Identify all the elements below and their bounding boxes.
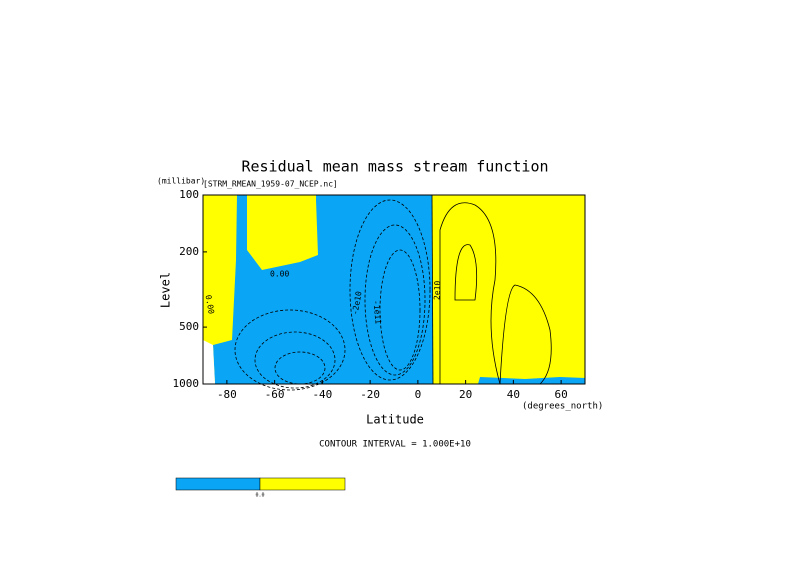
contour-label: 0.00 — [270, 270, 289, 279]
x-axis-label: Latitude — [366, 413, 424, 427]
x-tick-label: -60 — [265, 388, 285, 401]
contour-label: -2e10 — [351, 290, 364, 315]
contour-lines — [234, 194, 552, 391]
contour-label: 2e10 — [433, 280, 443, 300]
x-tick-label: -80 — [217, 388, 237, 401]
colorbar-label: 0.0 — [255, 493, 264, 499]
contour-line — [364, 224, 426, 376]
x-tick-label: 0 — [415, 388, 422, 401]
contour-label: 0.00 — [204, 294, 216, 315]
negative-fill — [213, 195, 433, 384]
contour-line — [439, 202, 501, 385]
chart-title: Residual mean mass stream function — [241, 158, 548, 176]
footnote: CONTOUR INTERVAL = 1.000E+10 — [319, 440, 471, 450]
negative-fill — [478, 377, 585, 384]
missing-fill — [203, 340, 215, 384]
y-tick-label: 200 — [179, 245, 199, 258]
x-unit: (degrees_north) — [522, 402, 603, 412]
plot-frame — [202, 194, 586, 385]
y-tick-label: 500 — [179, 320, 199, 333]
y-tick-label: 1000 — [173, 377, 200, 390]
contour-line — [254, 331, 336, 389]
contour-line — [234, 309, 346, 391]
subtitle: [STRM_RMEAN_1959-07_NCEP.nc] — [203, 180, 338, 189]
x-tick-label: 60 — [555, 388, 568, 401]
y-tick-label: 100 — [179, 188, 199, 201]
y-axis-label: Level — [159, 272, 173, 308]
contour-line — [349, 199, 431, 381]
x-tick-label: 40 — [507, 388, 520, 401]
contour-line — [379, 249, 421, 371]
contour-fill — [203, 195, 585, 384]
x-tick-label: -40 — [312, 388, 332, 401]
colorbar-swatch — [175, 477, 261, 491]
y-unit: (millibar) — [157, 177, 205, 186]
x-tick-label: 20 — [459, 388, 472, 401]
x-tick-label: -20 — [360, 388, 380, 401]
contour-line — [499, 284, 552, 385]
contour-line — [431, 194, 434, 385]
colorbar-swatch — [259, 477, 346, 491]
contour-line — [454, 244, 478, 301]
contour-label: -1e11 — [372, 300, 383, 325]
